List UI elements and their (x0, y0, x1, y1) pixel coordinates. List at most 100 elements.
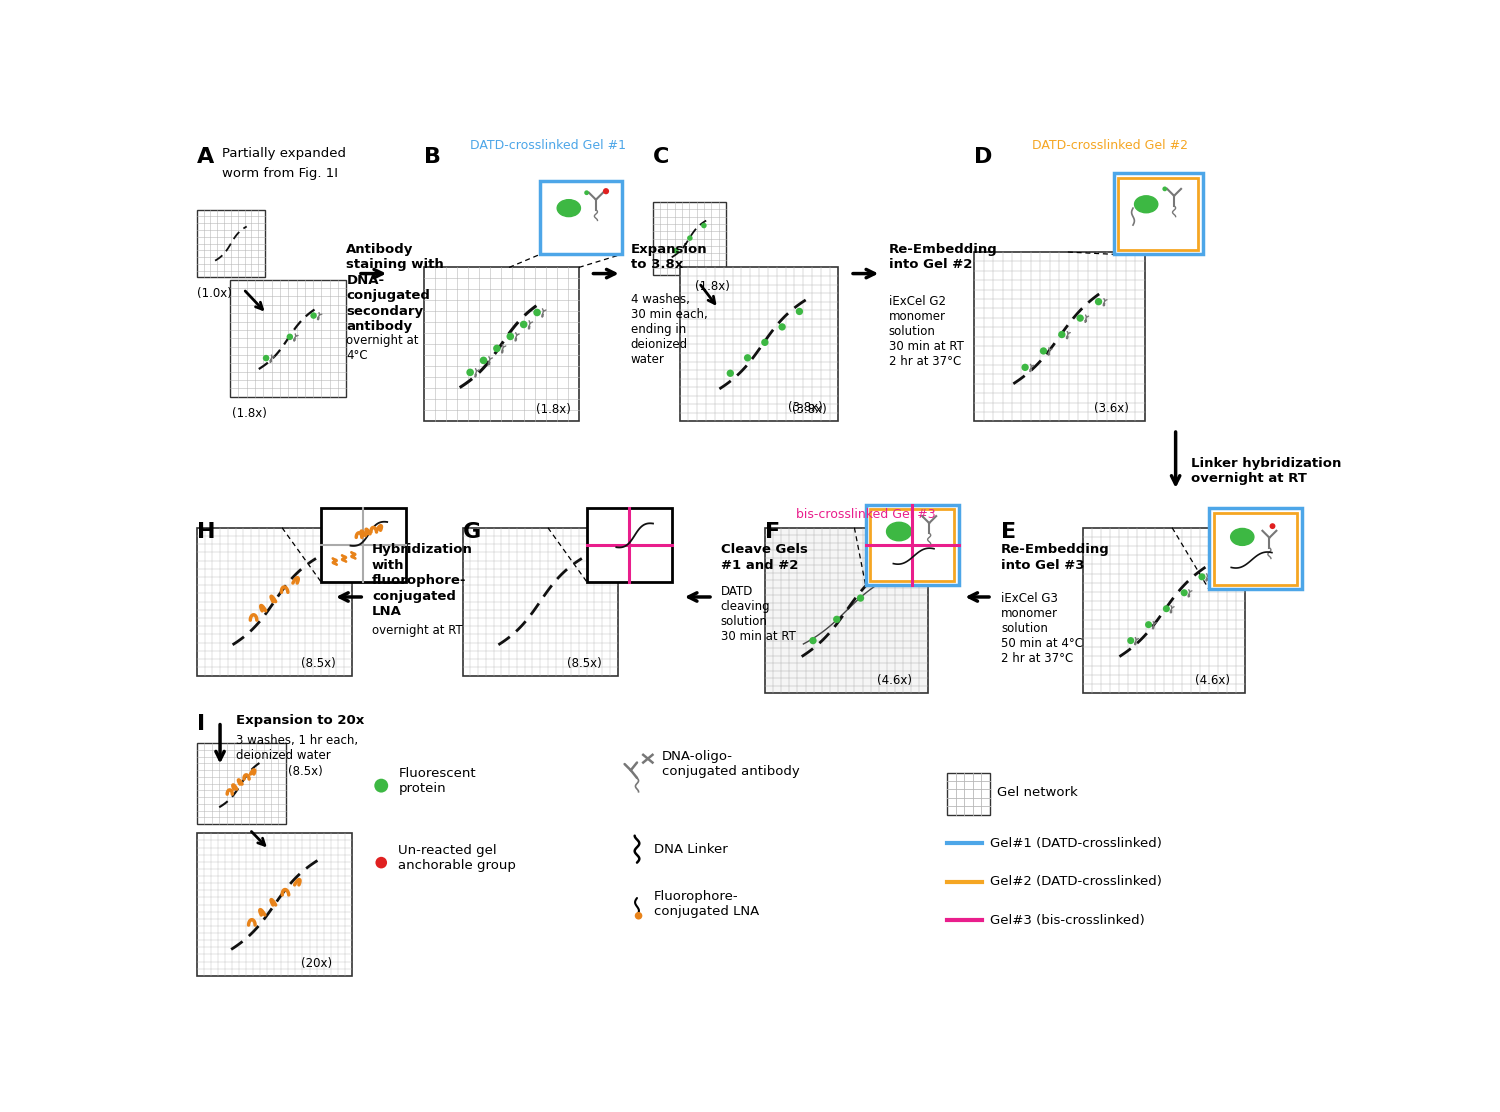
Ellipse shape (1134, 196, 1158, 212)
Point (692, 217, 715, 235)
Point (574, 183, 598, 201)
Bar (1214, 513, 1298, 585)
Point (1154, 180, 1178, 198)
Point (735, 349, 759, 367)
Point (458, 364, 482, 381)
Text: (8.5x): (8.5x) (302, 657, 336, 671)
Point (594, 182, 618, 200)
Text: (1.8x): (1.8x) (232, 407, 267, 420)
Text: I: I (196, 714, 206, 734)
Point (718, 365, 742, 383)
Point (873, 568, 897, 586)
Text: Expansion to 20x: Expansion to 20x (236, 714, 364, 727)
Text: Cleave Gels
#1 and #2: Cleave Gels #1 and #2 (720, 543, 807, 572)
Text: (3.8x): (3.8x) (788, 400, 824, 414)
Point (512, 316, 536, 334)
Point (1155, 599, 1179, 617)
Point (1260, 517, 1284, 535)
Bar (196, 833, 352, 976)
Text: (8.5x): (8.5x) (567, 657, 602, 671)
Text: Expansion
to 3.8x: Expansion to 3.8x (632, 242, 708, 271)
Bar (230, 280, 346, 397)
Text: iExCel G2
monomer
solution
30 min at RT
2 hr at 37°C: iExCel G2 monomer solution 30 min at RT … (890, 295, 963, 368)
Bar (196, 210, 266, 277)
Bar (1119, 178, 1198, 250)
Text: Gel#1 (DATD-crosslinked): Gel#1 (DATD-crosslinked) (990, 837, 1161, 850)
Point (753, 334, 777, 351)
Text: worm from Fig. 1I: worm from Fig. 1I (222, 167, 339, 180)
Point (825, 610, 849, 628)
Text: Re-Embedding
into Gel #3: Re-Embedding into Gel #3 (1002, 543, 1110, 572)
Bar (870, 509, 954, 580)
Bar (946, 773, 990, 815)
Text: Fluorescent
protein: Fluorescent protein (399, 767, 476, 795)
Text: iExCel G3
monomer
solution
50 min at 4°C
2 hr at 37°C: iExCel G3 monomer solution 50 min at 4°C… (1002, 592, 1083, 665)
Text: E: E (1002, 522, 1017, 542)
Text: (8.5x): (8.5x) (288, 765, 322, 777)
Text: H: H (196, 522, 216, 542)
Ellipse shape (556, 200, 580, 217)
Text: C: C (652, 147, 669, 167)
Point (302, 307, 326, 325)
Point (1190, 568, 1214, 586)
Point (498, 328, 522, 346)
Point (525, 304, 549, 321)
Point (1013, 358, 1036, 376)
Text: Gel#2 (DATD-crosslinked): Gel#2 (DATD-crosslinked) (990, 875, 1161, 888)
Text: overnight at
4°C: overnight at 4°C (346, 334, 418, 361)
Point (664, 241, 688, 259)
Point (1172, 584, 1196, 602)
Point (369, 854, 393, 872)
Text: DATD-crosslinked Gel #1: DATD-crosslinked Gel #1 (471, 139, 627, 152)
Bar (196, 743, 286, 824)
Point (1086, 292, 1110, 310)
Point (254, 349, 278, 367)
Bar (321, 508, 406, 582)
Bar (1113, 173, 1203, 255)
Point (1050, 326, 1074, 344)
Text: 3 washes, 1 hr each,
deionized water: 3 washes, 1 hr each, deionized water (236, 734, 357, 762)
Text: (1.0x): (1.0x) (196, 287, 231, 300)
Text: Gel network: Gel network (998, 786, 1078, 800)
Point (788, 302, 812, 320)
Point (770, 318, 794, 336)
Bar (586, 508, 672, 582)
Point (1119, 632, 1143, 649)
Bar (974, 252, 1144, 421)
Point (849, 589, 873, 607)
Bar (1209, 508, 1302, 589)
Text: (1.8x): (1.8x) (537, 403, 572, 416)
Bar (865, 505, 958, 585)
Text: Gel#3 (bis-crosslinked): Gel#3 (bis-crosslinked) (990, 914, 1144, 927)
Bar (540, 181, 621, 255)
Bar (765, 528, 927, 693)
Text: B: B (424, 147, 441, 167)
Text: G: G (462, 522, 482, 542)
Point (278, 328, 302, 346)
Bar (424, 267, 579, 421)
Text: 4 washes,
30 min each,
ending in
deionized
water: 4 washes, 30 min each, ending in deioniz… (632, 292, 708, 366)
Ellipse shape (886, 523, 912, 540)
Text: (1.8x): (1.8x) (694, 280, 730, 292)
Point (678, 229, 702, 247)
Text: Antibody
staining with
DNA-
conjugated
secondary
antibody: Antibody staining with DNA- conjugated s… (346, 242, 444, 334)
Bar (652, 202, 726, 275)
Text: DNA Linker: DNA Linker (654, 843, 728, 856)
Point (1137, 616, 1161, 634)
Text: DATD-crosslinked Gel #2: DATD-crosslinked Gel #2 (1032, 139, 1188, 152)
Text: (4.6x): (4.6x) (878, 674, 912, 687)
Point (1032, 342, 1056, 360)
Text: A: A (196, 147, 214, 167)
Bar (196, 528, 352, 675)
Text: overnight at RT: overnight at RT (372, 624, 462, 637)
Bar (462, 528, 618, 675)
Text: DNA-oligo-
conjugated antibody: DNA-oligo- conjugated antibody (662, 751, 800, 778)
Text: Re-Embedding
into Gel #2: Re-Embedding into Gel #2 (890, 242, 998, 271)
Text: Linker hybridization
overnight at RT: Linker hybridization overnight at RT (1191, 457, 1341, 485)
Bar (680, 267, 838, 421)
Text: Hybridization
with
fluorophore-
conjugated
LNA: Hybridization with fluorophore- conjugat… (372, 543, 472, 618)
Text: Fluorophore-
conjugated LNA: Fluorophore- conjugated LNA (654, 891, 759, 919)
Text: bis-crosslinked Gel #3: bis-crosslinked Gel #3 (796, 508, 936, 522)
Point (484, 339, 508, 357)
Text: (3.8x): (3.8x) (792, 403, 826, 416)
